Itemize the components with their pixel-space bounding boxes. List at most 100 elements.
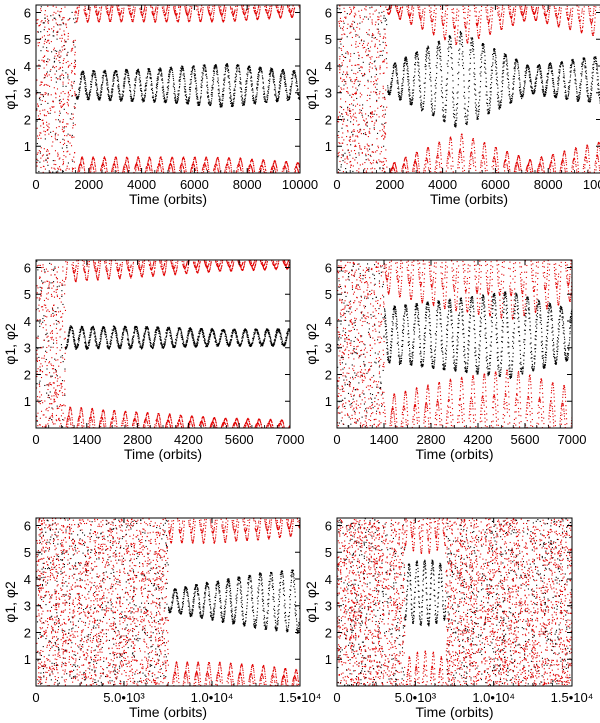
data-point bbox=[43, 22, 45, 24]
data-point bbox=[38, 59, 40, 61]
data-point bbox=[406, 58, 408, 60]
data-point bbox=[349, 26, 351, 28]
data-point bbox=[200, 18, 202, 21]
data-point bbox=[197, 171, 199, 173]
data-point bbox=[91, 161, 93, 163]
data-point bbox=[355, 34, 357, 36]
data-point bbox=[62, 62, 64, 64]
data-point bbox=[107, 11, 109, 13]
data-point bbox=[62, 18, 64, 20]
data-point bbox=[361, 21, 363, 23]
data-point bbox=[356, 162, 359, 164]
data-point bbox=[168, 12, 170, 14]
data-point bbox=[409, 89, 411, 91]
data-point bbox=[202, 9, 204, 11]
data-point bbox=[80, 159, 82, 161]
data-point bbox=[82, 72, 84, 74]
data-point bbox=[419, 15, 421, 17]
data-point bbox=[92, 74, 94, 76]
data-point bbox=[160, 156, 162, 158]
data-point bbox=[235, 80, 237, 83]
data-point bbox=[292, 5, 294, 7]
data-point bbox=[410, 13, 412, 15]
data-point bbox=[61, 46, 63, 48]
data-point bbox=[189, 19, 191, 22]
data-point bbox=[224, 15, 226, 17]
data-point bbox=[233, 93, 235, 95]
data-point bbox=[105, 159, 107, 161]
data-point bbox=[65, 41, 67, 43]
data-point bbox=[410, 102, 413, 104]
data-point bbox=[222, 97, 224, 99]
data-point bbox=[192, 68, 194, 70]
data-point bbox=[269, 7, 271, 9]
data-point bbox=[155, 8, 157, 11]
data-point bbox=[275, 6, 277, 8]
data-point bbox=[358, 55, 360, 57]
data-point bbox=[162, 79, 164, 81]
data-point bbox=[225, 9, 227, 11]
data-point bbox=[205, 166, 207, 168]
data-point bbox=[184, 88, 186, 90]
data-point bbox=[281, 72, 283, 74]
data-point bbox=[369, 61, 371, 64]
data-point bbox=[268, 85, 270, 87]
data-point bbox=[122, 85, 124, 87]
data-point bbox=[159, 164, 161, 166]
data-point bbox=[167, 79, 169, 81]
data-point bbox=[380, 15, 382, 17]
data-point bbox=[168, 166, 170, 168]
data-point bbox=[254, 5, 256, 7]
data-point bbox=[174, 11, 176, 14]
data-point bbox=[116, 75, 118, 77]
data-point bbox=[73, 136, 75, 138]
data-point bbox=[113, 74, 115, 77]
data-point bbox=[363, 75, 365, 77]
data-point bbox=[263, 86, 265, 88]
data-point bbox=[40, 81, 42, 83]
data-point bbox=[353, 149, 356, 152]
data-point bbox=[204, 69, 206, 71]
data-point bbox=[419, 15, 421, 18]
data-point bbox=[365, 51, 367, 53]
data-point bbox=[337, 171, 340, 173]
data-point bbox=[230, 96, 232, 98]
data-point bbox=[200, 95, 202, 97]
data-point bbox=[143, 94, 145, 96]
data-point bbox=[128, 7, 130, 9]
data-point bbox=[398, 11, 401, 13]
data-point bbox=[343, 88, 345, 90]
data-point bbox=[77, 14, 79, 16]
data-point bbox=[81, 76, 83, 78]
data-point bbox=[85, 88, 87, 90]
data-point bbox=[288, 9, 290, 11]
data-point bbox=[47, 125, 49, 127]
data-point bbox=[127, 80, 130, 82]
data-point bbox=[244, 13, 246, 15]
data-point bbox=[80, 157, 82, 160]
data-point bbox=[148, 164, 150, 166]
data-point bbox=[239, 82, 241, 84]
data-point bbox=[162, 87, 164, 89]
data-point bbox=[248, 7, 250, 9]
data-point bbox=[349, 6, 351, 8]
data-point bbox=[269, 17, 271, 19]
data-point bbox=[188, 12, 190, 14]
data-point bbox=[74, 92, 76, 94]
data-point bbox=[99, 92, 101, 94]
data-point bbox=[424, 164, 426, 166]
data-point bbox=[231, 104, 233, 106]
data-point bbox=[174, 11, 176, 13]
data-point bbox=[238, 161, 240, 163]
data-point bbox=[370, 155, 372, 157]
data-point bbox=[100, 96, 102, 98]
data-point bbox=[255, 100, 257, 103]
data-point bbox=[53, 106, 55, 108]
data-point bbox=[100, 94, 102, 96]
data-point bbox=[65, 112, 68, 114]
data-point bbox=[398, 91, 400, 93]
data-point bbox=[116, 160, 118, 162]
data-point bbox=[417, 157, 419, 160]
data-point bbox=[134, 84, 136, 86]
data-point bbox=[43, 84, 45, 87]
